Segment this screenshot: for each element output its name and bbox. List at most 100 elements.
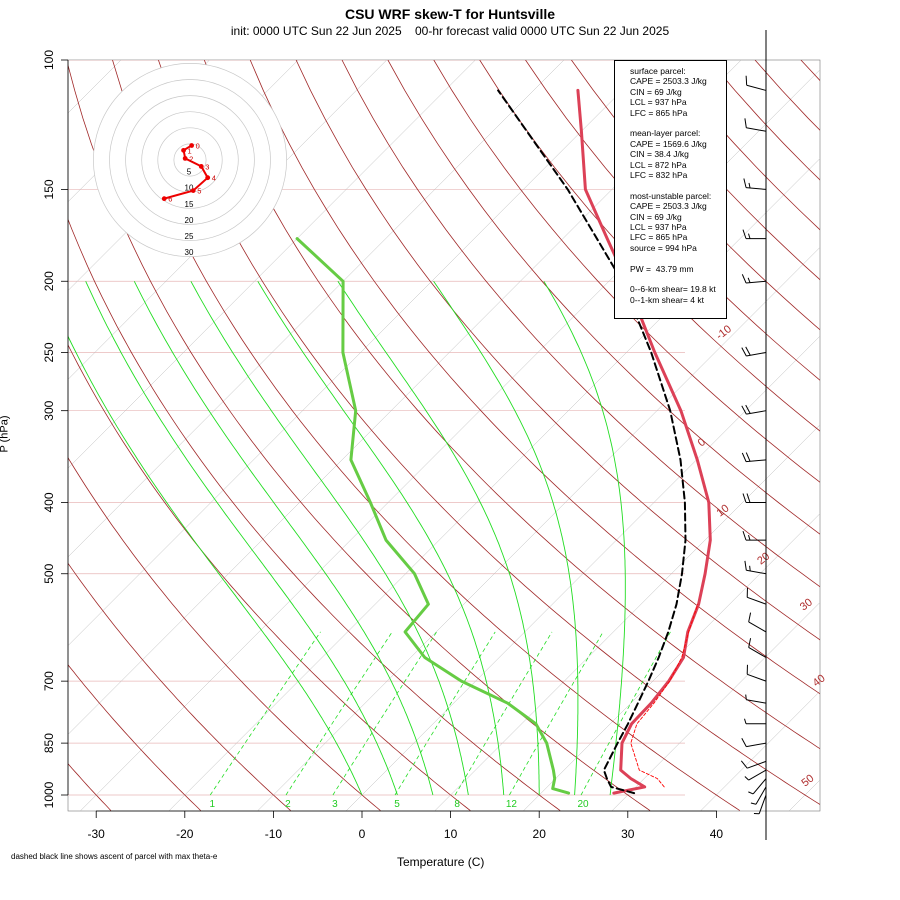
dry-adiabat (708, 60, 820, 181)
x-axis: -30 -20 -10 0 10 20 30 40 (88, 810, 724, 841)
wind-barb (748, 647, 767, 658)
hodograph-point (189, 143, 195, 148)
wind-barb-flag (742, 530, 747, 541)
hodograph-point-label: 1 (188, 146, 192, 155)
moist-adiabat (337, 281, 540, 795)
y-tick-label: 100 (42, 50, 56, 70)
isotherm-label: -10 (714, 323, 734, 342)
wind-barb (746, 127, 767, 132)
wind-barb (758, 794, 767, 814)
wind-barb-flag (744, 118, 747, 128)
hodograph-point (190, 188, 196, 193)
x-tick-label: 0 (359, 827, 366, 841)
stat-line: LCL = 872 hPa (630, 159, 687, 170)
wind-barb-half-flag (744, 718, 747, 724)
dry-adiabat (525, 60, 820, 381)
isotherm-line (434, 424, 820, 811)
hodograph-point-label: 0 (196, 142, 200, 151)
dry-adiabat (68, 456, 381, 811)
wind-barb (748, 769, 767, 781)
mixing-ratio-label: 8 (454, 799, 460, 810)
mixing-ratio-line (332, 631, 437, 796)
dry-adiabat (479, 60, 820, 432)
moist-adiabat (543, 281, 626, 796)
surface-parcel-stats: surface parcel: CAPE = 2503.3 J/kg CIN =… (630, 66, 726, 118)
wind-barb-flag (741, 452, 747, 462)
stat-line: LFC = 832 hPa (630, 170, 688, 181)
dry-adiabat (800, 60, 820, 82)
dry-adiabat (847, 60, 900, 811)
chart-title: CSU WRF skew-T for Huntsville (344, 6, 556, 22)
isotherm-line (523, 513, 820, 811)
mixing-ratio-line (394, 631, 496, 796)
moist-adiabat (433, 281, 579, 796)
wind-barb-half-flag (748, 534, 751, 541)
wind-barb (746, 280, 767, 284)
hodograph-point-label: 2 (189, 154, 193, 163)
footnote: dashed black line shows ascent of parcel… (11, 852, 218, 861)
most-unstable-parcel-stats: most-unstable parcel: CAPE = 2503.3 J/kg… (630, 191, 726, 253)
wind-barb-flag (743, 178, 747, 188)
wind-barb (747, 673, 767, 682)
wind-barb-flag (742, 229, 747, 239)
mixing-ratio-label: 20 (577, 799, 589, 810)
stat-line: CAPE = 2503.3 J/kg (630, 76, 707, 87)
wind-barb-half-flag (749, 565, 751, 572)
x-tick-label: 10 (444, 827, 458, 841)
stat-line: surface parcel: (630, 66, 686, 76)
wind-barb-flag (740, 760, 748, 769)
wind-barb (746, 459, 767, 463)
y-tick-label: 500 (42, 563, 56, 583)
wind-barb-flag (748, 612, 752, 623)
x-tick-label: 40 (710, 827, 724, 841)
dry-adiabats (68, 60, 900, 811)
wind-barb-flag (745, 75, 748, 86)
wind-barb (746, 699, 767, 704)
hodograph-point (205, 175, 211, 181)
wind-barb (748, 621, 767, 633)
isotherm-label: 10 (715, 502, 732, 519)
wind-barb-flag (745, 346, 751, 356)
mixing-ratio-labels: 1 2 3 5 8 12 20 (209, 799, 589, 810)
mixing-ratio-line (454, 631, 553, 796)
wind-barb (747, 596, 767, 605)
isotherm-label: 20 (755, 550, 772, 567)
stat-line: CAPE = 1569.6 J/kg (630, 138, 707, 149)
wind-barb-flag (744, 560, 747, 571)
dry-adiabat (295, 60, 820, 641)
moist-adiabat (190, 281, 469, 796)
wind-barb-flag (746, 493, 751, 503)
chart-subtitle: init: 0000 UTC Sun 22 Jun 2025 00-hr for… (230, 24, 670, 38)
hodograph-point (182, 155, 188, 161)
hodograph-ring (109, 79, 271, 241)
hodograph-point (198, 164, 204, 169)
hodograph-point-label: 5 (197, 187, 201, 196)
y-tick-label: 1000 (42, 781, 56, 808)
wind-barb-half-flag (748, 182, 751, 189)
wind-barb-flag (748, 638, 752, 648)
wind-barb (752, 778, 767, 795)
wind-barb-flag (741, 738, 747, 747)
x-tick-label: -10 (265, 827, 283, 841)
moist-adiabat (68, 335, 363, 796)
hodograph-point (161, 196, 167, 202)
dry-adiabat (203, 60, 820, 750)
wind-barb-half-flag (750, 802, 757, 805)
y-tick-label: 700 (42, 671, 56, 691)
y-tick-label: 300 (42, 400, 56, 420)
profile-virtual-temperature (630, 603, 699, 788)
stat-line: LFC = 865 hPa (630, 232, 688, 243)
hodograph-ring-label: 20 (185, 216, 194, 225)
isotherm-label: 40 (811, 672, 828, 689)
x-tick-label: -20 (176, 827, 194, 841)
mixing-ratio-label: 2 (285, 799, 291, 810)
y-axis-label: P (hPa) (0, 415, 11, 452)
wind-barb-half-flag (748, 791, 754, 795)
mixing-ratio-label: 12 (506, 799, 518, 810)
stat-line: CIN = 69 J/kg (630, 86, 682, 97)
mixing-ratio-label: 3 (332, 799, 338, 810)
shear-line: 0--6-km shear= 19.8 kt (630, 284, 716, 295)
hodograph-point-label: 6 (168, 195, 172, 204)
